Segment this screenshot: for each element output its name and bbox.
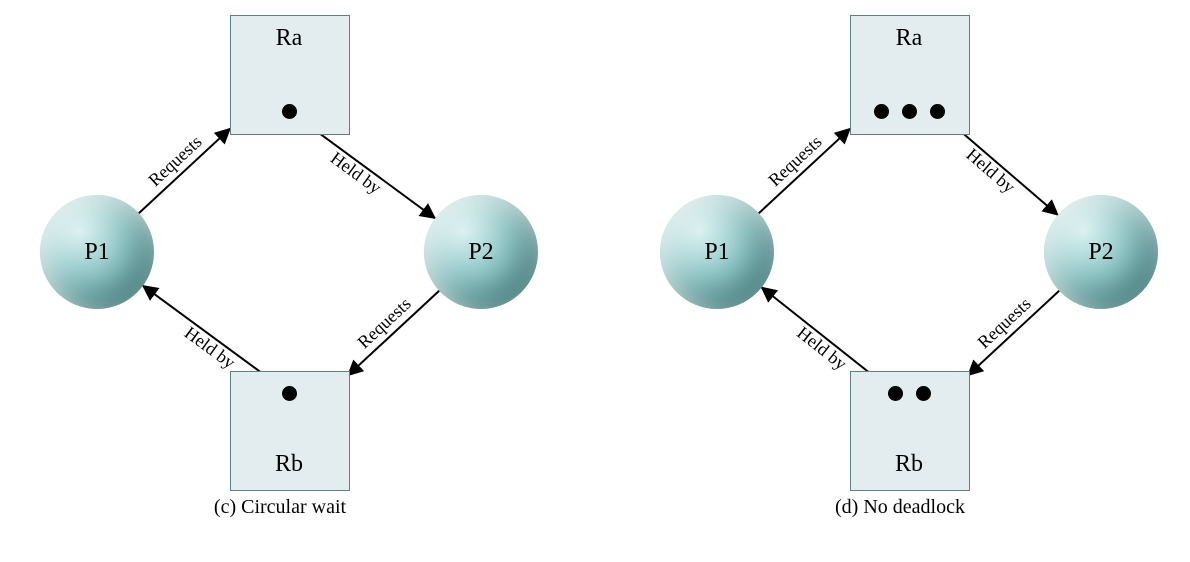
process-node-p1: P1	[40, 195, 154, 309]
resource-instance-dot	[282, 386, 297, 401]
diagram-circular-wait: RequestsHeld byRequestsHeld byRaRbP1P2(c…	[20, 0, 540, 520]
edge-label: Requests	[974, 293, 1035, 352]
resource-instance-dot	[888, 386, 903, 401]
process-label: P1	[704, 239, 729, 266]
resource-instance-dot	[282, 104, 297, 119]
edge-label: Held by	[181, 322, 239, 372]
resource-instance-dot	[874, 104, 889, 119]
resource-instance-dot	[930, 104, 945, 119]
edge-label: Requests	[354, 293, 415, 352]
process-node-p1: P1	[660, 195, 774, 309]
process-label: P2	[1088, 239, 1113, 266]
diagram-caption: (d) No deadlock	[640, 496, 1160, 519]
process-label: P1	[84, 239, 109, 266]
edge-request	[139, 129, 230, 214]
resource-instance-dot	[916, 386, 931, 401]
resource-node-rb	[850, 371, 970, 491]
process-label: P2	[468, 239, 493, 266]
figure-root: { "canvas": { "width": 1190, "height": 5…	[0, 0, 1190, 562]
edge-label: Held by	[327, 148, 385, 198]
edge-request	[968, 291, 1059, 376]
process-node-p2: P2	[424, 195, 538, 309]
process-node-p2: P2	[1044, 195, 1158, 309]
edge-label: Requests	[144, 131, 205, 190]
diagram-caption: (c) Circular wait	[20, 496, 540, 519]
edge-request	[759, 129, 850, 214]
resource-instance-dot	[902, 104, 917, 119]
edge-label: Held by	[793, 322, 850, 373]
diagram-no-deadlock: RequestsHeld byRequestsHeld byRaRbP1P2(d…	[640, 0, 1160, 520]
edge-request	[348, 291, 439, 376]
edge-label: Requests	[764, 131, 825, 190]
edge-label: Held by	[962, 144, 1019, 197]
